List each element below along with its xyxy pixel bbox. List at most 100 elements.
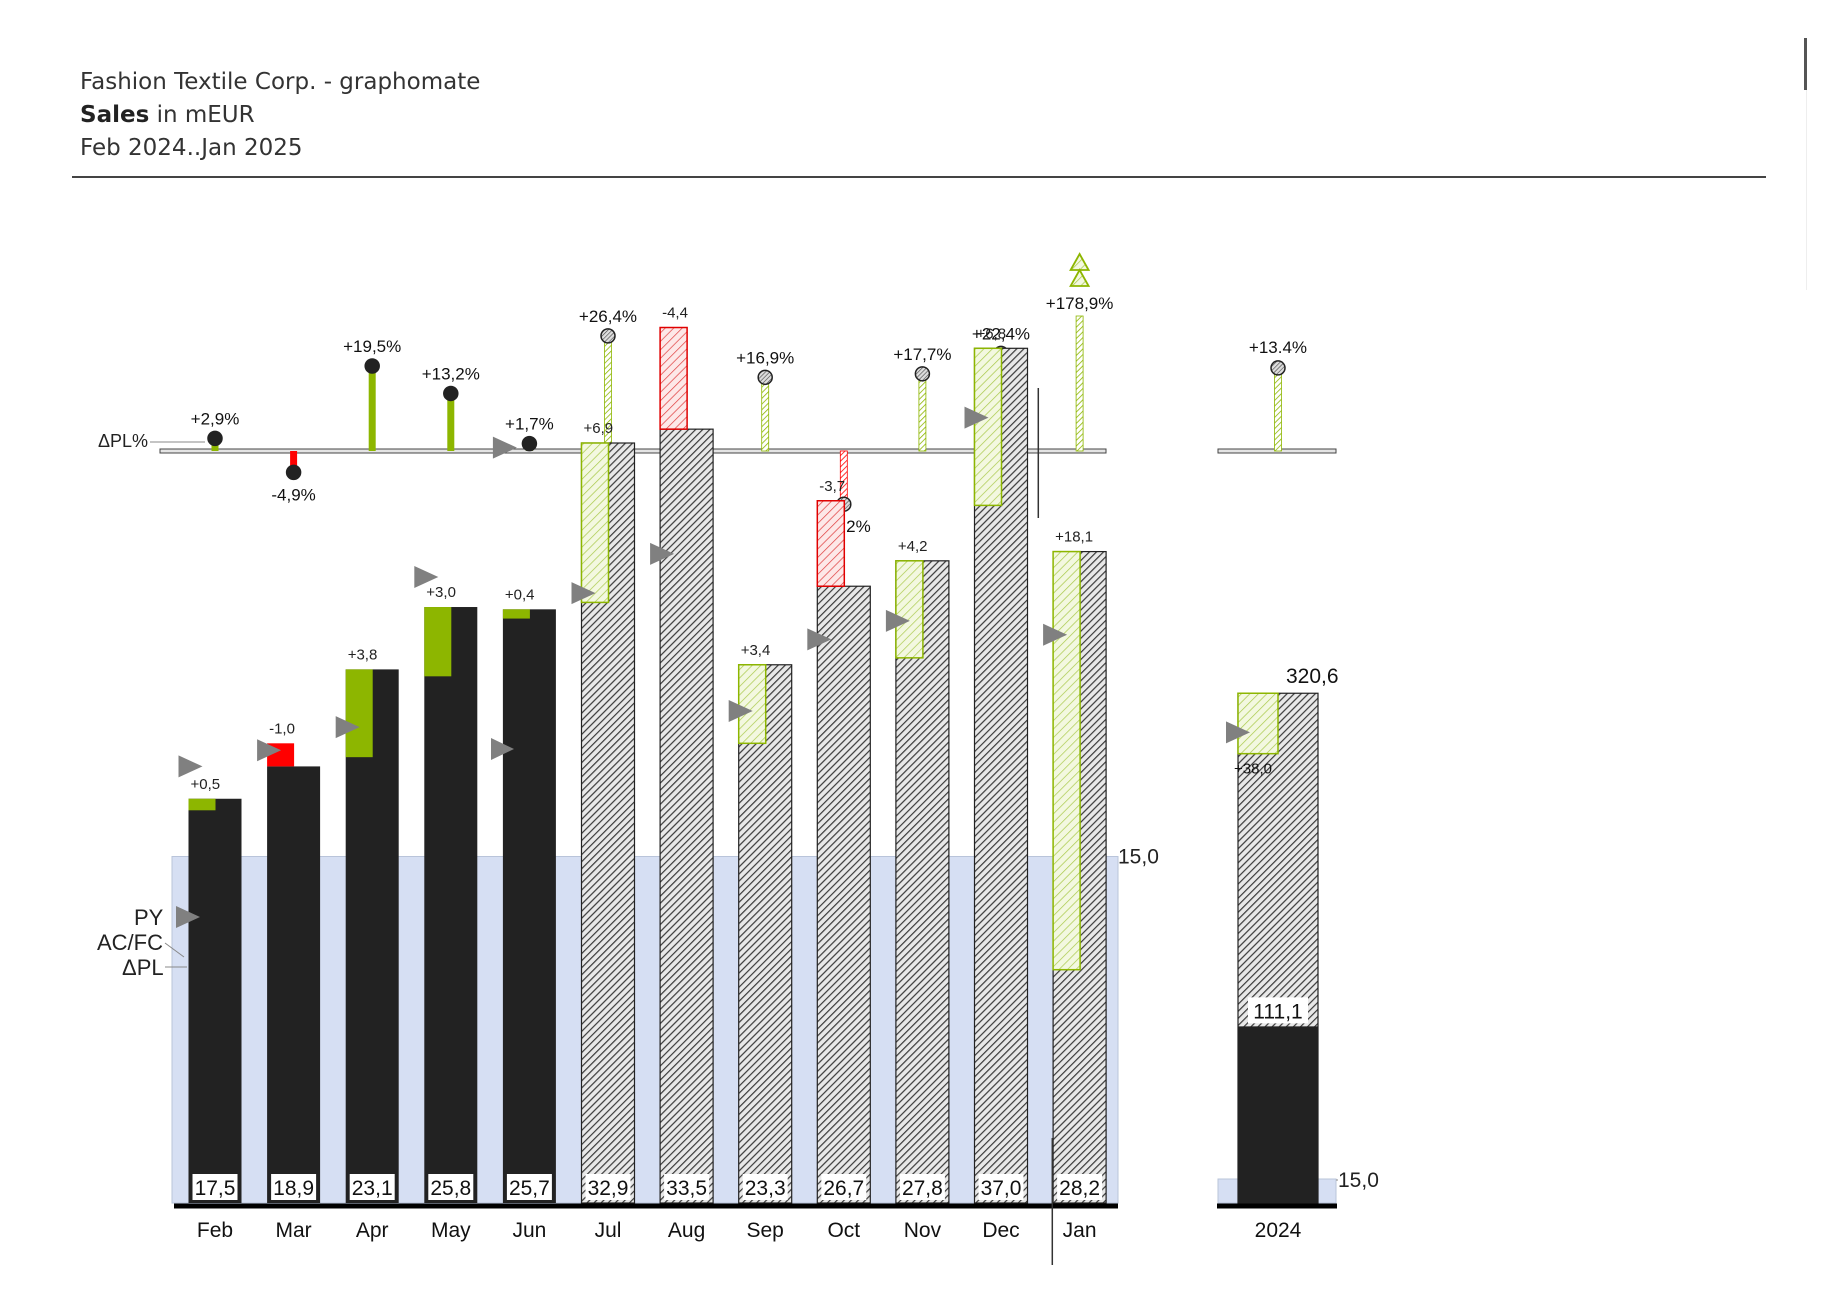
category-label: Feb [197, 1219, 233, 1242]
legend-py: PY [134, 905, 164, 930]
category-label: Oct [827, 1219, 860, 1242]
py-marker [885, 609, 910, 632]
pct-pin-mar [290, 451, 298, 473]
delta-pl-label: +6,8 [977, 325, 1007, 342]
pct-pin-head [443, 385, 459, 402]
category-label: May [431, 1219, 471, 1242]
legend-dpl: ΔPL [122, 955, 164, 980]
value-label-bg [192, 1174, 238, 1200]
value-label: 33,5 [666, 1177, 707, 1200]
pct-pin-head [207, 430, 223, 447]
value-label-bg [506, 1174, 552, 1200]
value-label-bg [664, 1174, 710, 1200]
pct-label: -4,9% [271, 485, 315, 504]
bar-mar [267, 766, 321, 1203]
bar-apr [345, 669, 399, 1203]
legend-py-marker [176, 906, 200, 928]
delta-pl-bar-apr [345, 669, 373, 758]
value-label-bg [349, 1174, 395, 1200]
total-chart: 15,0 111,1 320,6 +38,0 2024 +13.4% [1217, 338, 1379, 1242]
delta-pl-label: -4,4 [662, 305, 688, 322]
py-marker [414, 565, 439, 588]
measure-unit: in mEUR [149, 102, 255, 128]
py-marker [492, 436, 517, 459]
total-value-label: 320,6 [1286, 665, 1339, 688]
py-marker-extra [491, 738, 514, 760]
value-label: 37,0 [981, 1177, 1022, 1200]
value-label-bg [899, 1174, 945, 1200]
outlier-arrow-icon [1069, 252, 1091, 271]
category-label: Sep [747, 1219, 784, 1242]
value-label: 25,8 [430, 1177, 471, 1200]
total-actual-bar [1238, 1026, 1318, 1203]
category-label: Nov [904, 1219, 942, 1242]
delta-pl-bar-dec [973, 347, 1003, 507]
value-label-bg [742, 1174, 788, 1200]
total-pct-pin-head [1270, 360, 1286, 376]
py-marker [728, 699, 753, 722]
bar-oct [816, 585, 871, 1204]
py-marker [650, 542, 675, 565]
pct-label: +1,7% [505, 415, 554, 434]
chart-header: Fashion Textile Corp. - graphomate Sales… [80, 66, 480, 165]
measure-name: Sales [80, 102, 150, 128]
pct-label: +13,2% [422, 364, 480, 383]
outlier-arrow-icon [1069, 268, 1091, 287]
pct-pin-head [757, 369, 773, 386]
delta-pl-bar-oct [816, 500, 846, 587]
total-actual-label: 111,1 [1253, 1000, 1302, 1023]
py-marker [257, 739, 282, 762]
delta-pl-label: +3,4 [741, 642, 771, 659]
value-label-bg [1057, 1174, 1103, 1200]
category-label: Apr [356, 1219, 389, 1242]
value-label-bg [585, 1174, 631, 1200]
company-title: Fashion Textile Corp. - graphomate [80, 69, 481, 95]
pct-label: +16,9% [736, 348, 794, 367]
pct-pin-head [285, 464, 302, 481]
pct-pin-head [600, 328, 616, 344]
category-label: Mar [276, 1219, 312, 1242]
pct-label: +178,9% [1046, 294, 1114, 313]
py-marker [807, 628, 832, 651]
category-label: Aug [668, 1219, 705, 1242]
delta-pl-bar-aug [659, 326, 688, 430]
py-marker [178, 755, 203, 778]
pct-label: +22,4% [972, 324, 1030, 343]
delta-pl-bar-sep [737, 664, 767, 745]
bar-may [424, 607, 478, 1203]
pct-pin-head [914, 366, 931, 382]
value-label: 18,9 [273, 1177, 314, 1200]
value-label: 26,7 [823, 1177, 864, 1200]
delta-pl-bar-jun [502, 609, 530, 619]
delta-pl-label: +4,2 [898, 538, 928, 555]
total-pct-pin [1274, 367, 1282, 452]
total-delta-pl-bar [1237, 692, 1279, 755]
bar-aug [659, 428, 714, 1204]
scrollbar-track[interactable] [1806, 90, 1807, 290]
delta-pl-label: +0,4 [505, 586, 535, 603]
delta-pl-label: -3,7 [819, 478, 845, 495]
pct-pin-jan [1075, 315, 1084, 452]
sales-bar-chart: 15,0 +0,5 17,5 Feb -1,0 18,9 Mar +3,8 23,1 Apr +3,… [97, 305, 1159, 1265]
delta-pl-bar-jul [580, 442, 610, 604]
legend-acfc-leader [164, 942, 185, 958]
bar-sep [738, 664, 793, 1204]
total-pct-label: +13.4% [1249, 338, 1307, 357]
delta-pl-label: +3,8 [348, 646, 378, 663]
pct-pin-head [521, 435, 538, 452]
value-label-bg [978, 1174, 1024, 1200]
value-label: 27,8 [902, 1177, 943, 1200]
pct-pin-head [364, 358, 380, 374]
scrollbar-thumb[interactable] [1804, 38, 1807, 90]
pct-label: +17,7% [893, 345, 951, 364]
delta-pl-label: +18,1 [1055, 529, 1093, 546]
delta-pl-label: +0,5 [191, 776, 221, 793]
category-label: Jul [595, 1219, 622, 1242]
py-marker [964, 406, 989, 429]
legend-dpl-pct: ΔPL% [98, 431, 148, 451]
total-actual-label-bg [1248, 997, 1308, 1024]
threshold-label: 15,0 [1118, 846, 1159, 869]
delta-pl-bar-nov [895, 560, 924, 659]
pct-label: +2,9% [191, 409, 240, 428]
